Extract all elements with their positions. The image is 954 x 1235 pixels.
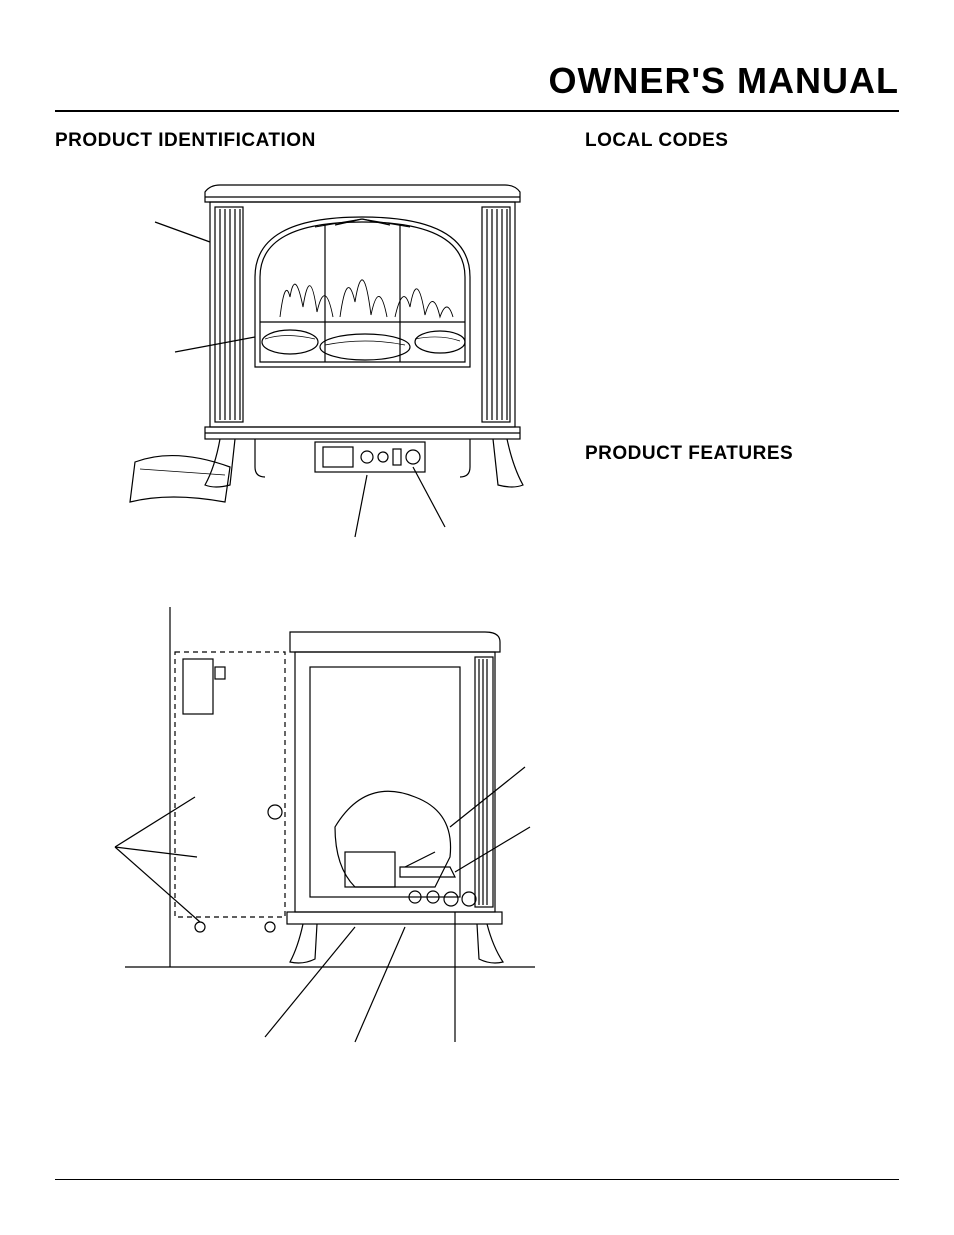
- stove-front-svg: [55, 167, 555, 587]
- figure-front-view: [55, 167, 555, 587]
- left-column: PRODUCT IDENTIFICATION: [55, 130, 555, 1067]
- heading-product-features: PRODUCT FEATURES: [585, 443, 899, 466]
- figure-side-view: [55, 597, 555, 1067]
- bottom-rule: [55, 1179, 899, 1180]
- right-column: LOCAL CODES PRODUCT FEATURES: [585, 130, 899, 1067]
- content-columns: PRODUCT IDENTIFICATION: [55, 130, 899, 1067]
- title-rule: [55, 110, 899, 112]
- stove-side-svg: [55, 597, 555, 1067]
- heading-local-codes: LOCAL CODES: [585, 130, 899, 153]
- page-title: OWNER'S MANUAL: [55, 60, 899, 102]
- heading-product-identification: PRODUCT IDENTIFICATION: [55, 130, 555, 153]
